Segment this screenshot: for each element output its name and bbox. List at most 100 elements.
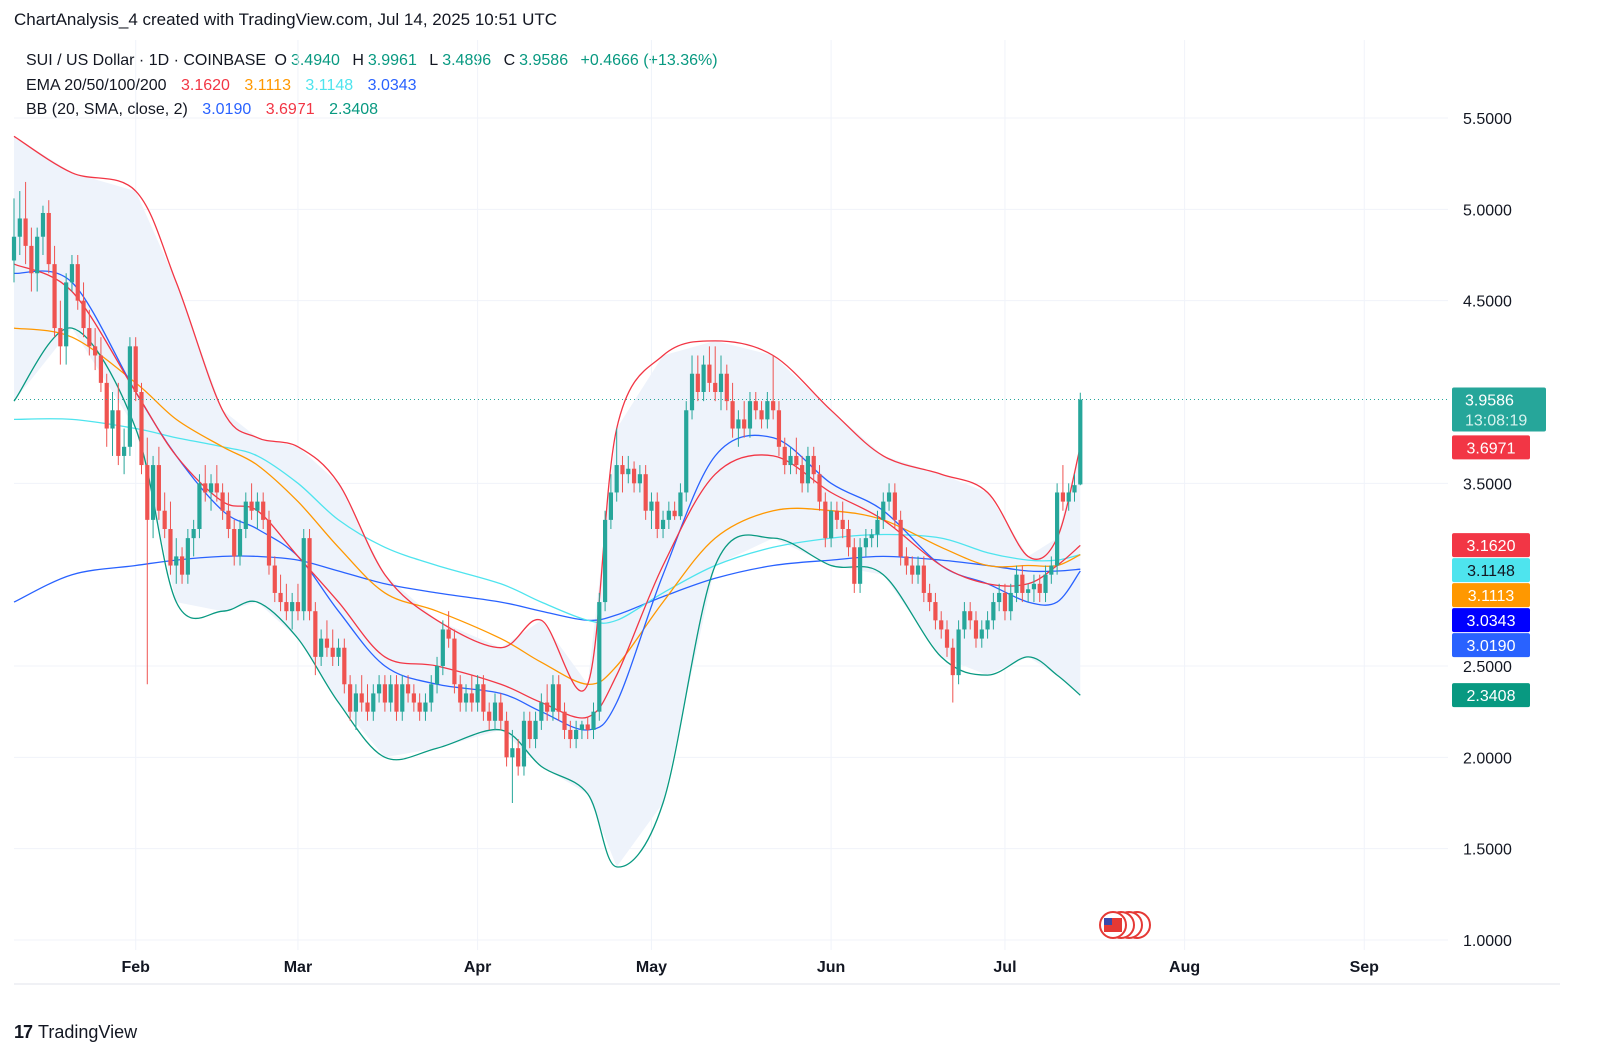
candle-body — [232, 529, 237, 557]
candle-body — [405, 684, 411, 694]
candle-body — [307, 538, 312, 612]
price-axis-labels: 3.1620 3.1148 3.1113 3.0343 3.0190 3.6971 2.34… — [1452, 387, 1546, 708]
candle-body — [939, 620, 944, 630]
y-tick-label: 2.5000 — [1463, 659, 1512, 676]
candle-body — [417, 702, 422, 712]
close-label: C — [503, 52, 516, 69]
candle-body — [133, 346, 138, 392]
bb-lower-line — [13, 327, 1081, 868]
candle-body — [817, 474, 822, 502]
candle-body — [376, 684, 382, 694]
candle-body — [93, 346, 98, 356]
bb-label: BB (20, SMA, close, 2) — [26, 101, 188, 118]
candle-body — [1055, 492, 1060, 566]
candle-body — [521, 720, 527, 767]
candle-body — [46, 212, 51, 265]
candle-body — [359, 693, 364, 703]
candle-body — [875, 519, 880, 535]
candle-body — [365, 702, 370, 712]
events-flag-icon[interactable] — [1099, 911, 1151, 939]
x-tick-label: Feb — [121, 959, 150, 976]
symbol-name[interactable]: SUI / US Dollar · 1D · COINBASE — [26, 52, 267, 69]
candle-body — [869, 534, 874, 539]
candle-body — [631, 468, 637, 484]
price-tag-text: 3.6971 — [1467, 440, 1516, 457]
candle-body — [539, 702, 544, 721]
candle-body — [695, 373, 700, 392]
candle-body — [973, 620, 979, 639]
candle-body — [342, 647, 347, 685]
candle-body — [52, 264, 57, 329]
candle-body — [718, 373, 724, 392]
footer-brand[interactable]: 17 TradingView — [14, 1022, 137, 1043]
candle-body — [272, 565, 277, 593]
price-axis[interactable]: 1.0000 1.5000 2.0000 2.5000 3.5000 4.5000 5.00… — [1463, 111, 1512, 950]
open-value: 3.4940 — [290, 52, 340, 69]
ema100-line — [13, 418, 1081, 624]
bb-upper-line — [13, 135, 1081, 692]
candle-body — [637, 474, 642, 484]
candle-body — [655, 501, 660, 529]
time-axis[interactable]: Feb Mar Apr May Jun Jul Aug Sep — [14, 959, 1560, 985]
candle-body — [301, 538, 306, 612]
y-tick-label: 5.5000 — [1463, 111, 1512, 128]
bb-basis-value: 3.0190 — [202, 101, 252, 118]
candle-body — [666, 510, 671, 520]
price-tag-bb-basis — [1452, 633, 1530, 658]
ema50-value: 3.1113 — [244, 77, 291, 94]
candle-body — [371, 693, 376, 712]
candle-body — [1020, 574, 1025, 593]
candle-body — [904, 556, 909, 566]
high-label: H — [352, 52, 364, 69]
candle-body — [927, 592, 932, 603]
y-tick-label: 2.0000 — [1463, 750, 1512, 767]
candle-body — [388, 684, 393, 703]
candle-body — [11, 236, 17, 261]
candle-body — [156, 465, 161, 511]
ema-legend[interactable]: EMA 20/50/100/200 3.1620 3.1113 3.1148 3… — [26, 77, 421, 95]
candle-body — [81, 300, 86, 329]
candle-body — [191, 529, 196, 539]
candle-body — [840, 519, 845, 529]
current-price-text: 3.9586 — [1465, 393, 1514, 410]
candle-body — [498, 702, 503, 721]
candle-body — [527, 720, 532, 740]
candle-body — [707, 364, 712, 383]
candle-body — [649, 501, 654, 511]
candle-body — [353, 693, 359, 712]
ema20-value: 3.1620 — [181, 77, 230, 94]
ema200-value: 3.0343 — [367, 77, 417, 94]
candle-body — [452, 638, 457, 685]
candle-body — [689, 373, 695, 411]
candle-body — [469, 693, 474, 703]
candle-body — [313, 611, 318, 657]
candle-body — [40, 212, 46, 237]
candle-body — [910, 565, 915, 575]
candle-body — [1078, 399, 1083, 485]
candle-body — [626, 468, 631, 475]
chart-header: ChartAnalysis_4 created with TradingView… — [14, 10, 557, 30]
x-tick-label: May — [636, 959, 667, 976]
candle-body — [168, 529, 173, 566]
candle-body — [434, 666, 440, 685]
ema200-line — [13, 555, 1081, 622]
candle-body — [985, 620, 990, 630]
price-tag-text: 3.0343 — [1467, 613, 1516, 630]
price-tag-text: 3.1148 — [1467, 563, 1515, 580]
x-tick-label: Jul — [993, 959, 1016, 976]
candle-body — [440, 629, 445, 666]
bb-legend[interactable]: BB (20, SMA, close, 2) 3.0190 3.6971 2.3… — [26, 101, 382, 119]
candle-body — [1049, 565, 1054, 575]
candle-body — [423, 702, 428, 712]
candle-body — [324, 638, 330, 648]
candle-body — [684, 410, 689, 493]
candle-body — [110, 410, 115, 429]
candle-body — [950, 647, 955, 676]
candle-body — [765, 401, 770, 420]
candle-body — [602, 519, 608, 603]
y-tick-label: 1.0000 — [1463, 933, 1512, 950]
candle-body — [122, 446, 127, 456]
candle-body — [574, 729, 579, 740]
candle-body — [411, 693, 416, 703]
